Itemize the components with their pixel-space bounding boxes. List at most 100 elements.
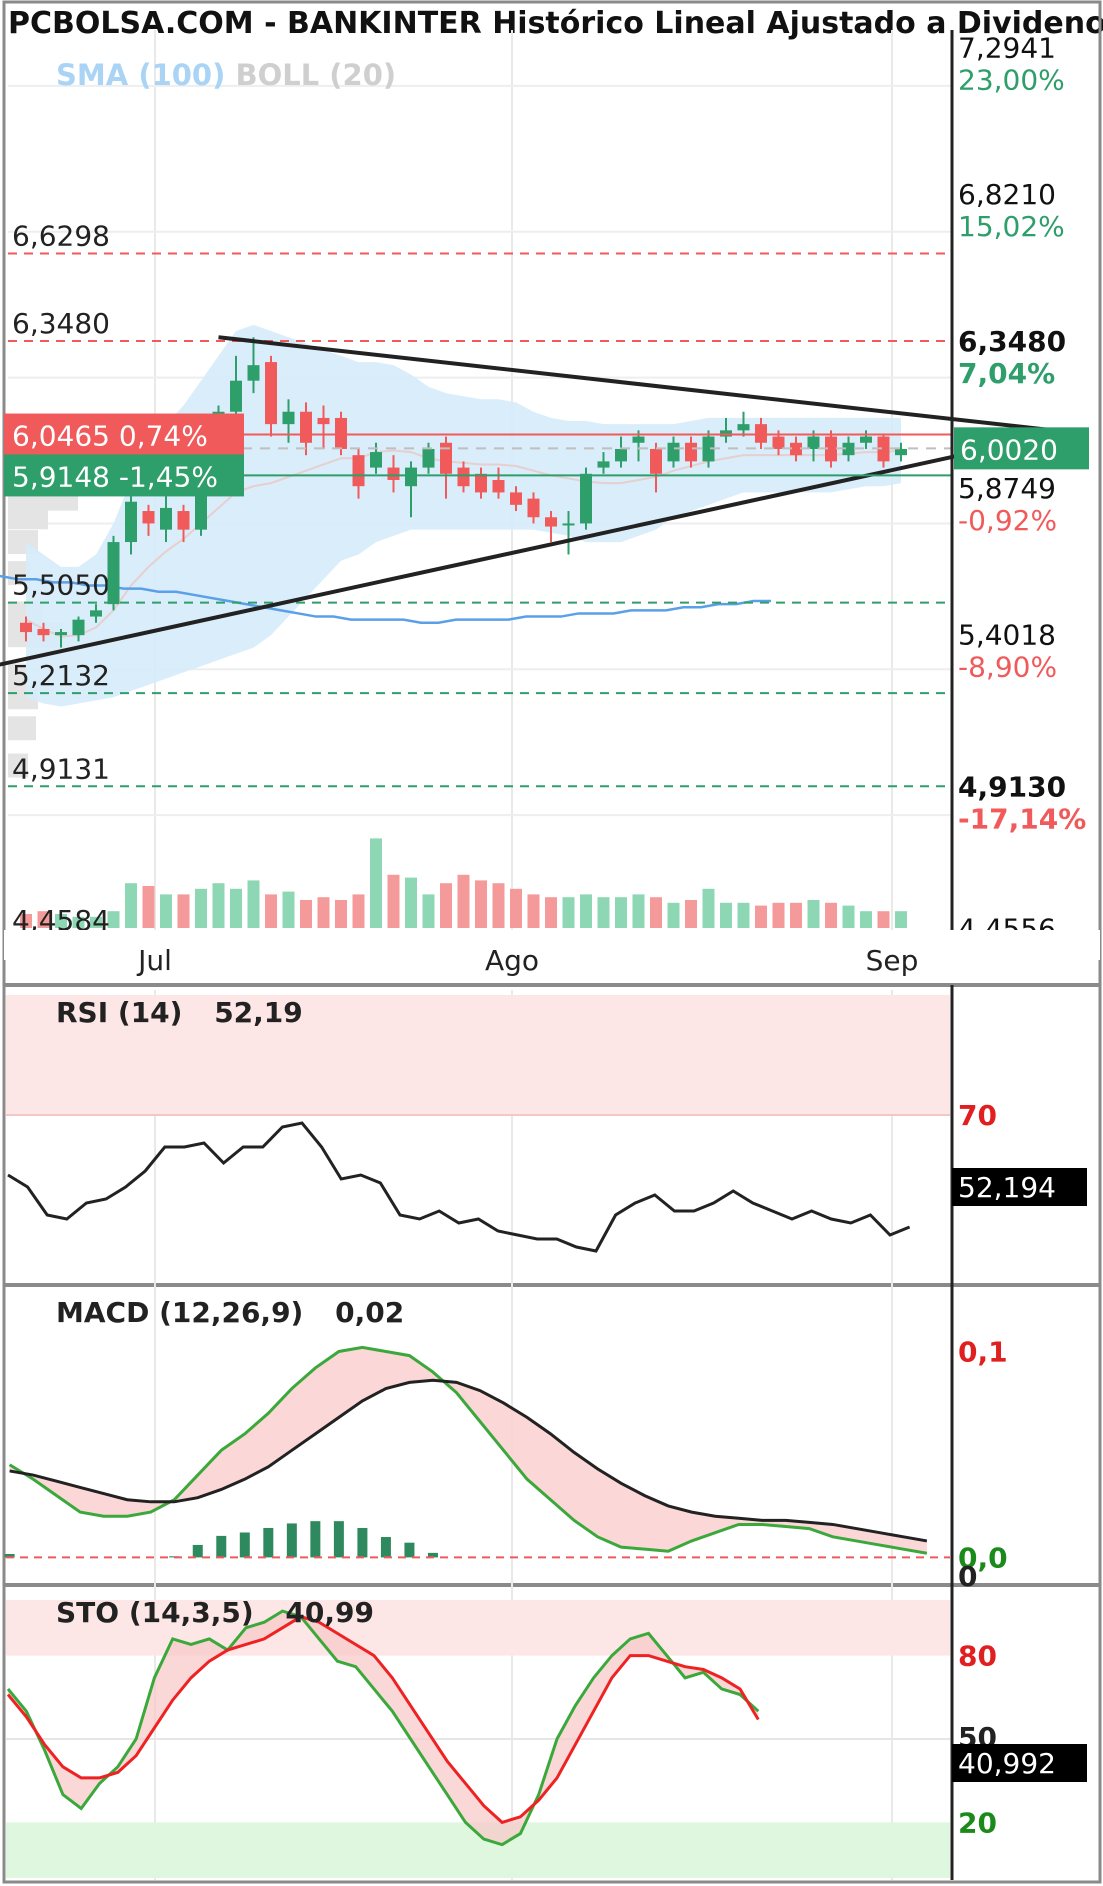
price-axis-label: 5,8749: [958, 472, 1056, 505]
macd-hist-bar: [192, 1544, 203, 1558]
macd-hist-bar: [404, 1542, 415, 1558]
sto-overbought-zone: [6, 1600, 950, 1656]
level-label: 5,5050: [12, 569, 110, 602]
price-axis-label: 5,4018: [958, 619, 1056, 652]
rsi-value: 52,19: [214, 996, 303, 1029]
volume-bar: [877, 911, 890, 928]
candle-body: [772, 436, 785, 449]
high-price-box: [4, 413, 244, 456]
macd-name: MACD (12,26,9): [56, 1296, 304, 1329]
volume-bar: [422, 894, 435, 928]
candle-body: [615, 448, 627, 462]
candle-body: [632, 436, 645, 443]
legend-sma-period: (100): [138, 58, 226, 92]
candle-body: [422, 448, 435, 468]
trend-line: [218, 335, 1068, 434]
volume-bar: [370, 838, 382, 928]
legend: SMA (100) BOLL (20): [56, 58, 396, 92]
price-axis-label: 6,8210: [958, 178, 1056, 211]
macd-hist-bar: [286, 1523, 297, 1558]
candle-body: [247, 365, 260, 381]
macd-fill: [9, 1347, 927, 1554]
candle-body: [265, 362, 277, 425]
volume-bar: [492, 883, 505, 928]
sma-line: [0, 574, 771, 625]
macd-hist-bar: [216, 1535, 227, 1558]
volume-bar: [282, 891, 295, 928]
candle-body: [860, 436, 872, 443]
candle-body: [20, 622, 32, 633]
volume-bar: [580, 894, 592, 928]
legend-boll-period: (20): [329, 58, 397, 92]
volume-bar: [230, 888, 242, 928]
x-axis-label: Jul: [136, 944, 172, 977]
rsi-line: [7, 1121, 911, 1253]
volume-profile-bar: [8, 663, 26, 688]
volume-bar: [790, 902, 802, 928]
candle-body: [510, 492, 522, 505]
volume-bar: [475, 880, 487, 928]
macd-level-label: 0,0: [958, 1541, 1008, 1574]
candle-body: [370, 452, 382, 468]
volume-bar: [860, 911, 872, 928]
candle-body: [895, 448, 907, 456]
volume-bar: [440, 883, 452, 928]
candle-body: [230, 380, 242, 412]
sto-d-line: [6, 1615, 760, 1825]
candle-body: [475, 473, 487, 493]
sto-level-label: 20: [958, 1806, 997, 1839]
volume-bar: [615, 897, 627, 928]
volume-bar: [247, 880, 260, 928]
macd-hist-bar: [427, 1552, 438, 1558]
level-label: 6,6298: [12, 220, 110, 253]
current-price-box: [954, 427, 1089, 470]
candle-body: [37, 628, 50, 636]
macd-value: 0,02: [335, 1296, 405, 1329]
macd-level-label: 0: [958, 1560, 977, 1593]
x-axis-label: Sep: [866, 944, 919, 977]
candle-body: [527, 498, 540, 518]
candle-body: [720, 430, 732, 437]
candle-body: [737, 424, 750, 431]
volume-bar: [737, 902, 750, 928]
sto-current-text: 40,992: [958, 1747, 1056, 1780]
price-axis-label: 7,2941: [958, 31, 1056, 64]
level-label: 6,3480: [12, 307, 110, 340]
candle-body: [702, 436, 715, 462]
macd-level-label: 0,1: [958, 1335, 1008, 1368]
macd-title: MACD (12,26,9) 0,02: [56, 1296, 404, 1329]
volume-profile-bar: [8, 753, 28, 778]
volume-bar: [807, 900, 820, 928]
candle-body: [90, 610, 102, 617]
volume-bar: [195, 888, 207, 928]
candle-body: [790, 442, 802, 456]
volume-bar: [125, 883, 137, 928]
candle-body: [107, 542, 120, 605]
volume-bar: [720, 902, 732, 928]
volume-bar: [545, 897, 557, 928]
price-axis-pct: 7,04%: [958, 357, 1055, 390]
volume-bar: [212, 883, 225, 928]
candle-body: [755, 424, 767, 443]
rsi-title: RSI (14) 52,19: [56, 996, 303, 1029]
volume-bar: [352, 894, 365, 928]
candle-body: [317, 417, 330, 425]
price-axis-label: 4,9130: [958, 770, 1066, 803]
candle-body: [877, 436, 890, 462]
candle-body: [667, 442, 680, 462]
volume-bar: [20, 914, 32, 928]
volume-bar: [772, 902, 785, 928]
volume-bar: [405, 877, 417, 928]
candle-body: [405, 467, 417, 487]
price-axis-pct: 23,00%: [958, 63, 1065, 96]
volume-bar: [90, 916, 102, 928]
volume-bar: [527, 894, 540, 928]
candle-body: [125, 501, 137, 543]
volume-bar: [842, 905, 855, 928]
legend-boll: BOLL: [235, 58, 320, 92]
candle-body: [597, 461, 610, 468]
sto-k-line: [6, 1609, 760, 1847]
volume-bar: [300, 900, 312, 928]
volume-bar: [667, 902, 680, 928]
